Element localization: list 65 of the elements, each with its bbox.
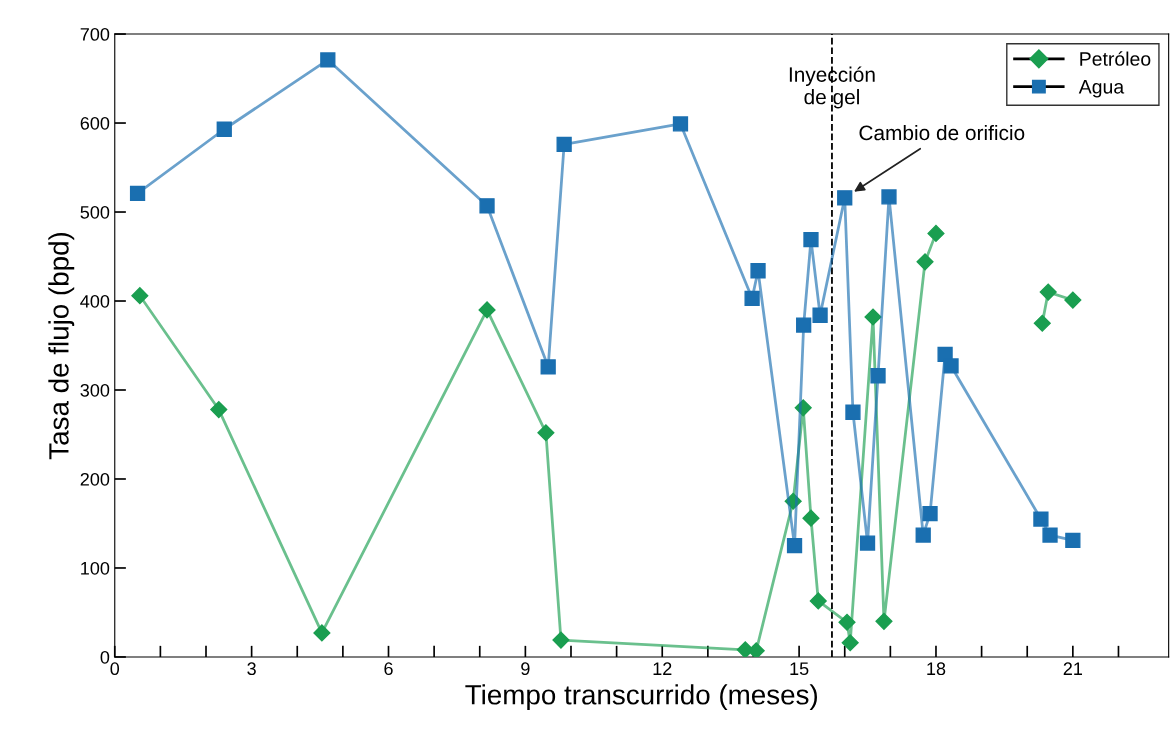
point bbox=[794, 399, 812, 417]
x-tick-label: 18 bbox=[927, 662, 946, 676]
point bbox=[1042, 527, 1058, 543]
point bbox=[784, 492, 802, 510]
point bbox=[943, 358, 959, 374]
point bbox=[859, 535, 876, 551]
y-tick-label: 0 bbox=[100, 650, 110, 664]
x-tick-label: 3 bbox=[247, 662, 256, 676]
point bbox=[786, 538, 803, 554]
point bbox=[479, 198, 495, 214]
point bbox=[841, 634, 859, 652]
point bbox=[1039, 283, 1057, 301]
x-tick-label: 0 bbox=[110, 662, 120, 676]
point bbox=[1064, 291, 1082, 309]
y-tick-label: 300 bbox=[80, 383, 110, 397]
point bbox=[129, 185, 146, 201]
point bbox=[210, 401, 228, 419]
legend-label: Agua bbox=[1078, 80, 1125, 98]
y-tick-label: 500 bbox=[80, 205, 110, 219]
point bbox=[552, 631, 570, 649]
point bbox=[216, 121, 232, 137]
ref-line-label: Inyección de gel bbox=[789, 66, 875, 109]
point bbox=[838, 613, 856, 631]
y-tick-label: 700 bbox=[80, 27, 110, 41]
legend-label: Petróleo bbox=[1080, 51, 1151, 66]
point bbox=[556, 136, 572, 153]
point bbox=[478, 301, 496, 319]
y-tick-label: 200 bbox=[80, 472, 110, 486]
y-axis-title: Tasa de flujo (bpd) bbox=[48, 232, 75, 460]
point bbox=[927, 224, 945, 242]
point bbox=[812, 307, 828, 323]
point bbox=[802, 509, 820, 527]
point bbox=[796, 317, 812, 333]
annotation: Cambio de orificio bbox=[859, 124, 1025, 141]
x-tick-label: 15 bbox=[790, 662, 809, 676]
point bbox=[1033, 314, 1051, 332]
x-tick-label: 12 bbox=[653, 662, 672, 675]
point bbox=[537, 424, 555, 442]
point bbox=[922, 506, 938, 522]
point bbox=[837, 190, 853, 206]
point bbox=[750, 263, 766, 279]
y-tick-label: 600 bbox=[80, 116, 110, 130]
point bbox=[1033, 511, 1049, 527]
point bbox=[916, 253, 934, 271]
point bbox=[870, 368, 886, 384]
point bbox=[744, 290, 760, 306]
point bbox=[803, 231, 819, 248]
point bbox=[845, 404, 861, 420]
point bbox=[881, 189, 897, 205]
y-tick-label: 100 bbox=[81, 561, 110, 575]
y-tick-label: 400 bbox=[80, 294, 110, 308]
point bbox=[672, 116, 689, 132]
x-tick-label: 9 bbox=[521, 662, 530, 676]
point bbox=[540, 359, 556, 375]
x-tick-label: 6 bbox=[384, 662, 393, 676]
point bbox=[864, 308, 882, 326]
point bbox=[1065, 532, 1081, 549]
point bbox=[320, 52, 336, 68]
point bbox=[809, 592, 827, 610]
point bbox=[131, 287, 149, 305]
point bbox=[875, 612, 893, 630]
point bbox=[915, 527, 931, 543]
x-tick-label: 21 bbox=[1063, 662, 1083, 675]
point bbox=[313, 624, 331, 642]
x-axis-title: Tiempo transcurrido (meses) bbox=[465, 684, 817, 711]
